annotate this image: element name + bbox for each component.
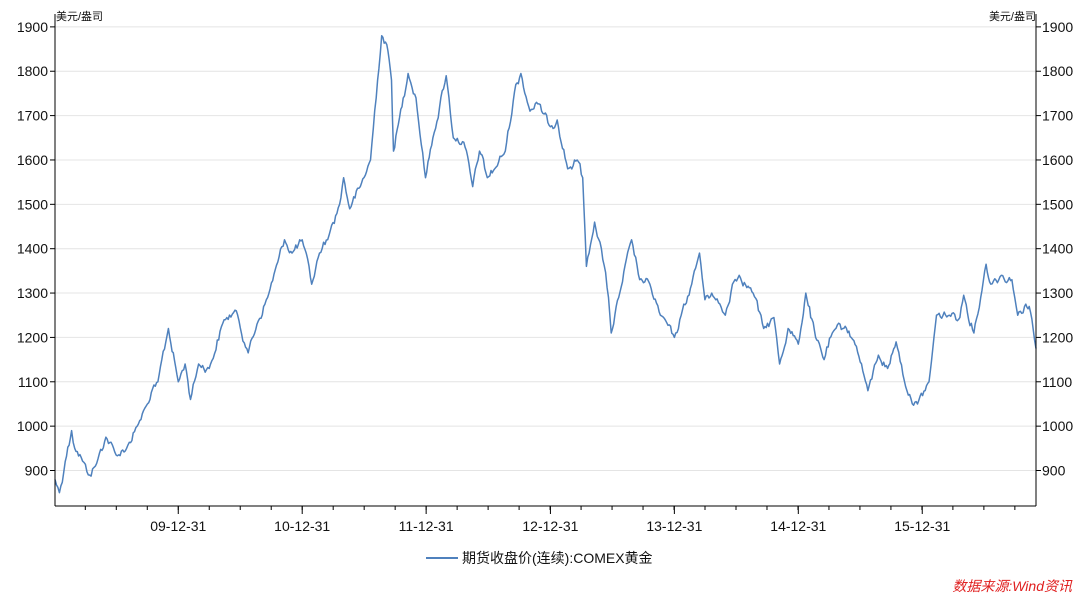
y-tick-label-right: 1900 — [1042, 19, 1073, 35]
y-axis-unit-right: 美元/盎司 — [989, 9, 1036, 23]
grid — [55, 26, 1036, 472]
y-tick-label-left: 1100 — [18, 374, 48, 390]
y-tick-label-right: 1500 — [1042, 196, 1073, 212]
y-tick-label-right: 1000 — [1042, 418, 1073, 434]
y-tick-label-left: 1300 — [17, 285, 48, 301]
y-tick-label-right: 1200 — [1042, 329, 1073, 345]
y-tick-label-right: 1400 — [1042, 241, 1073, 257]
y-tick-label-right: 900 — [1042, 463, 1066, 479]
series-line-0 — [54, 34, 1037, 494]
y-tick-label-left: 1700 — [17, 108, 48, 124]
x-tick-label: 11-12-31 — [399, 518, 454, 534]
legend-entry-label: 期货收盘价(连续):COMEX黄金 — [462, 550, 653, 566]
y-tick-label-left: 1400 — [17, 241, 48, 257]
source-note: 数据来源:Wind资讯 — [952, 578, 1073, 594]
y-tick-label-left: 1600 — [17, 152, 48, 168]
y-tick-label-right: 1800 — [1042, 63, 1073, 79]
y-tick-label-right: 1700 — [1042, 108, 1073, 124]
y-tick-label-right: 1600 — [1042, 152, 1073, 168]
y-tick-label-right: 1100 — [1042, 374, 1072, 390]
x-tick-label: 15-12-31 — [894, 518, 950, 534]
y-tick-label-left: 1500 — [17, 196, 48, 212]
y-tick-label-right: 1300 — [1042, 285, 1073, 301]
x-tick-label: 10-12-31 — [274, 518, 330, 534]
legend: 期货收盘价(连续):COMEX黄金 — [426, 550, 653, 566]
y-axis-unit-left: 美元/盎司 — [56, 9, 103, 23]
y-tick-label-left: 900 — [25, 463, 49, 479]
x-tick-label: 09-12-31 — [150, 518, 206, 534]
y-tick-label-left: 1200 — [17, 329, 48, 345]
y-tick-label-left: 1800 — [17, 63, 48, 79]
x-tick-label: 14-12-31 — [770, 518, 826, 534]
x-tick-label: 13-12-31 — [646, 518, 702, 534]
series-layer — [54, 34, 1037, 494]
y-tick-label-left: 1900 — [17, 19, 48, 35]
y-tick-label-left: 1000 — [17, 418, 48, 434]
x-tick-label: 12-12-31 — [522, 518, 578, 534]
axes: 900 900 1000 1000 1100 1100 1200 1200 1300 1300 14… — [17, 14, 1073, 534]
